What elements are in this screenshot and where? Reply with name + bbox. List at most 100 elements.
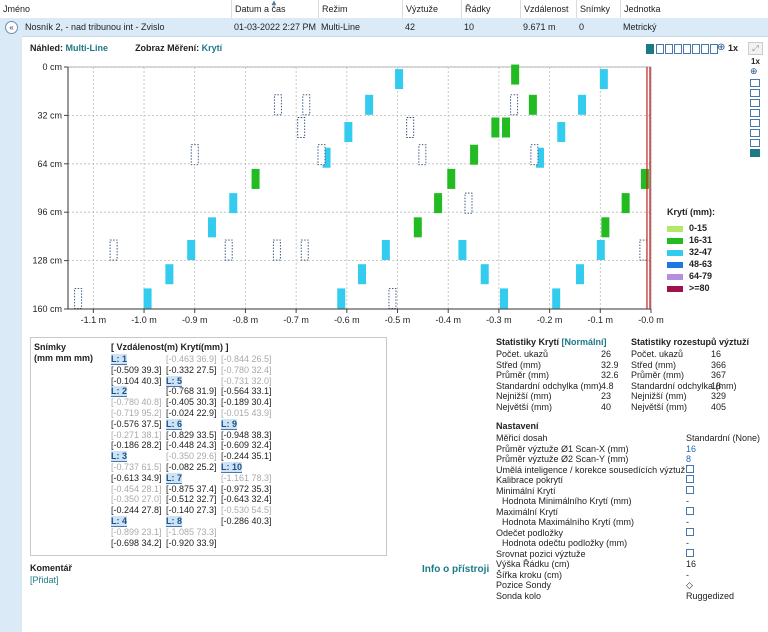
- rebar-mark[interactable]: [395, 69, 404, 90]
- ignored-rebar-mark[interactable]: [317, 144, 326, 166]
- scan-value[interactable]: [-0.972 35.3]: [221, 483, 272, 494]
- scan-value[interactable]: [-0.082 25.2]: [166, 462, 217, 472]
- ignored-rebar-mark[interactable]: [510, 94, 519, 116]
- scan-value[interactable]: [-0.875 37.4]: [166, 483, 217, 494]
- scan-value[interactable]: [-0.780 32.4]: [221, 364, 272, 375]
- rebar-mark[interactable]: [337, 288, 346, 309]
- scan-line-header[interactable]: L: 3: [111, 451, 128, 463]
- rebar-mark[interactable]: [528, 94, 537, 115]
- scan-line-header[interactable]: L: 10: [221, 462, 243, 473]
- scan-value[interactable]: [-0.719 95.2]: [111, 408, 162, 418]
- ignored-rebar-mark[interactable]: [530, 144, 539, 166]
- rebar-mark[interactable]: [358, 264, 367, 285]
- setting-checkbox[interactable]: [686, 464, 694, 475]
- scan-value[interactable]: [-0.643 32.4]: [221, 494, 272, 505]
- side-row-selector-icon[interactable]: [750, 89, 760, 97]
- scan-value[interactable]: [-0.271 38.1]: [111, 429, 162, 440]
- scan-value[interactable]: [-0.509 39.3]: [111, 364, 162, 375]
- rebar-mark[interactable]: [601, 217, 610, 238]
- scan-value[interactable]: [-0.189 30.4]: [221, 397, 272, 408]
- zoom-icon[interactable]: ⊕: [717, 42, 726, 53]
- rebar-mark[interactable]: [322, 147, 331, 168]
- scan-value[interactable]: [-0.286 40.3]: [221, 516, 272, 526]
- scan-value[interactable]: [-0.780 40.8]: [111, 397, 162, 408]
- scan-value[interactable]: [-0.844 26.5]: [221, 354, 272, 364]
- rebar-mark[interactable]: [491, 117, 500, 138]
- row-selector-icon[interactable]: [674, 44, 682, 54]
- scan-value[interactable]: [-0.454 28.1]: [111, 483, 162, 494]
- scan-line-header[interactable]: L: 8: [166, 516, 183, 527]
- side-row-selector-icon[interactable]: [750, 129, 760, 137]
- scan-value[interactable]: [-0.244 35.1]: [221, 451, 272, 462]
- display-value[interactable]: Krytí: [201, 43, 223, 53]
- rebar-mark[interactable]: [535, 147, 544, 168]
- rebar-mark[interactable]: [229, 193, 238, 214]
- cover-stats-mode[interactable]: [Normální]: [561, 337, 607, 347]
- rebar-mark[interactable]: [447, 168, 456, 189]
- scan-line-header[interactable]: L: 7: [166, 472, 183, 484]
- rebar-mark[interactable]: [640, 168, 649, 189]
- scan-value[interactable]: [-1.161 78.3]: [221, 472, 272, 483]
- column-header-rows[interactable]: Řádky: [461, 0, 522, 18]
- column-header-distance[interactable]: Vzdálenost: [520, 0, 578, 18]
- rebar-mark[interactable]: [596, 240, 605, 261]
- scan-value[interactable]: [-0.899 23.1]: [111, 526, 162, 537]
- side-row-selector-icon[interactable]: [750, 139, 760, 147]
- scan-line-header[interactable]: L: 5: [166, 375, 183, 387]
- scan-line-header[interactable]: L: 4: [111, 516, 128, 527]
- scan-value[interactable]: [-0.244 27.8]: [111, 505, 162, 516]
- ignored-rebar-mark[interactable]: [464, 192, 473, 214]
- preview-value[interactable]: Multi-Line: [65, 43, 109, 53]
- rebar-mark[interactable]: [578, 94, 587, 115]
- scan-value[interactable]: [-0.698 34.2]: [111, 537, 162, 548]
- scan-value[interactable]: [-0.350 27.0]: [111, 494, 162, 505]
- rebar-mark[interactable]: [344, 122, 353, 143]
- scan-value[interactable]: [-0.731 32.0]: [221, 375, 272, 386]
- ignored-rebar-mark[interactable]: [190, 144, 199, 166]
- scan-value[interactable]: [-0.530 54.5]: [221, 505, 272, 516]
- setting-value[interactable]: 16: [686, 443, 697, 454]
- ignored-rebar-mark[interactable]: [272, 239, 281, 261]
- rebar-mark[interactable]: [187, 240, 196, 261]
- scan-value[interactable]: [-0.512 32.7]: [166, 494, 217, 505]
- column-header-name[interactable]: Jméno: [3, 4, 31, 14]
- side-row-selector-icon[interactable]: [750, 79, 760, 87]
- scan-value[interactable]: [-0.768 31.9]: [166, 386, 217, 397]
- row-selector-icon[interactable]: [692, 44, 700, 54]
- ignored-rebar-mark[interactable]: [273, 94, 282, 116]
- side-zoom-icon[interactable]: ⊕: [750, 66, 758, 76]
- setting-value[interactable]: 8: [686, 454, 692, 464]
- scan-value[interactable]: [-0.332 27.5]: [166, 364, 217, 375]
- row-selector-icon[interactable]: [656, 44, 664, 54]
- rebar-mark[interactable]: [480, 264, 489, 285]
- ignored-rebar-mark[interactable]: [297, 117, 306, 138]
- setting-checkbox[interactable]: [686, 527, 694, 538]
- side-row-selector-icon[interactable]: [750, 149, 760, 157]
- row-selector-icon[interactable]: [665, 44, 673, 54]
- rebar-mark[interactable]: [599, 69, 608, 90]
- scan-value[interactable]: [-0.564 33.1]: [221, 386, 272, 397]
- rebar-mark[interactable]: [552, 288, 561, 309]
- table-row[interactable]: « Nosník 2, - nad tribunou int - Zvislo …: [0, 18, 768, 37]
- column-header-datetime[interactable]: Datum a čas: [231, 0, 320, 18]
- scan-value[interactable]: [-0.576 37.5]: [111, 418, 162, 429]
- scan-line-header[interactable]: L: 2: [111, 386, 128, 398]
- rebar-mark[interactable]: [502, 117, 511, 138]
- rebar-mark[interactable]: [557, 122, 566, 143]
- side-row-selector-icon[interactable]: [750, 99, 760, 107]
- side-row-selector-icon[interactable]: [750, 109, 760, 117]
- ignored-rebar-mark[interactable]: [388, 287, 397, 309]
- column-header-rebars[interactable]: Výztuže: [402, 0, 463, 18]
- scan-value[interactable]: [-0.448 24.3]: [166, 440, 217, 451]
- rebar-mark[interactable]: [251, 168, 260, 189]
- rebar-mark[interactable]: [511, 64, 520, 85]
- setting-checkbox[interactable]: [686, 548, 694, 559]
- row-selector-icon[interactable]: [710, 44, 718, 54]
- scan-value[interactable]: [-0.350 29.6]: [166, 451, 217, 462]
- setting-checkbox[interactable]: [686, 506, 694, 517]
- scan-line-header[interactable]: L: 9: [221, 418, 238, 430]
- add-comment-link[interactable]: [Přidat]: [30, 575, 59, 585]
- column-header-unit[interactable]: Jednotka: [620, 0, 768, 18]
- rebar-mark[interactable]: [365, 94, 374, 115]
- rebar-mark[interactable]: [621, 193, 630, 214]
